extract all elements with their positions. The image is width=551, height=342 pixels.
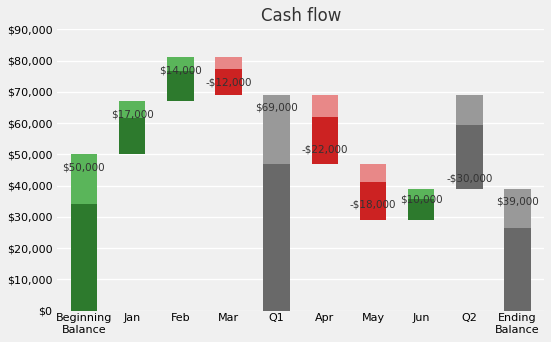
Text: $17,000: $17,000 <box>111 109 154 119</box>
Bar <box>504 228 531 311</box>
Bar <box>311 95 338 117</box>
Text: $10,000: $10,000 <box>400 195 442 205</box>
Bar <box>263 164 290 311</box>
Bar <box>119 118 145 154</box>
Bar <box>215 57 242 69</box>
Bar <box>408 199 434 220</box>
Title: Cash flow: Cash flow <box>261 7 341 25</box>
Bar <box>456 125 483 189</box>
Bar <box>215 69 242 95</box>
Text: -$12,000: -$12,000 <box>205 78 252 88</box>
Text: $39,000: $39,000 <box>496 197 539 207</box>
Bar <box>456 95 483 125</box>
Bar <box>504 189 531 228</box>
Bar <box>71 154 97 205</box>
Bar <box>167 57 193 71</box>
Text: -$18,000: -$18,000 <box>350 200 396 210</box>
Bar <box>263 95 290 164</box>
Text: $14,000: $14,000 <box>159 65 202 75</box>
Bar <box>360 164 386 182</box>
Bar <box>360 182 386 220</box>
Bar <box>119 101 145 118</box>
Text: -$22,000: -$22,000 <box>301 145 348 155</box>
Text: $50,000: $50,000 <box>63 162 105 172</box>
Text: -$30,000: -$30,000 <box>446 173 493 183</box>
Bar <box>408 189 434 199</box>
Bar <box>71 205 97 311</box>
Text: $69,000: $69,000 <box>255 103 298 113</box>
Bar <box>167 71 193 101</box>
Bar <box>311 117 338 164</box>
